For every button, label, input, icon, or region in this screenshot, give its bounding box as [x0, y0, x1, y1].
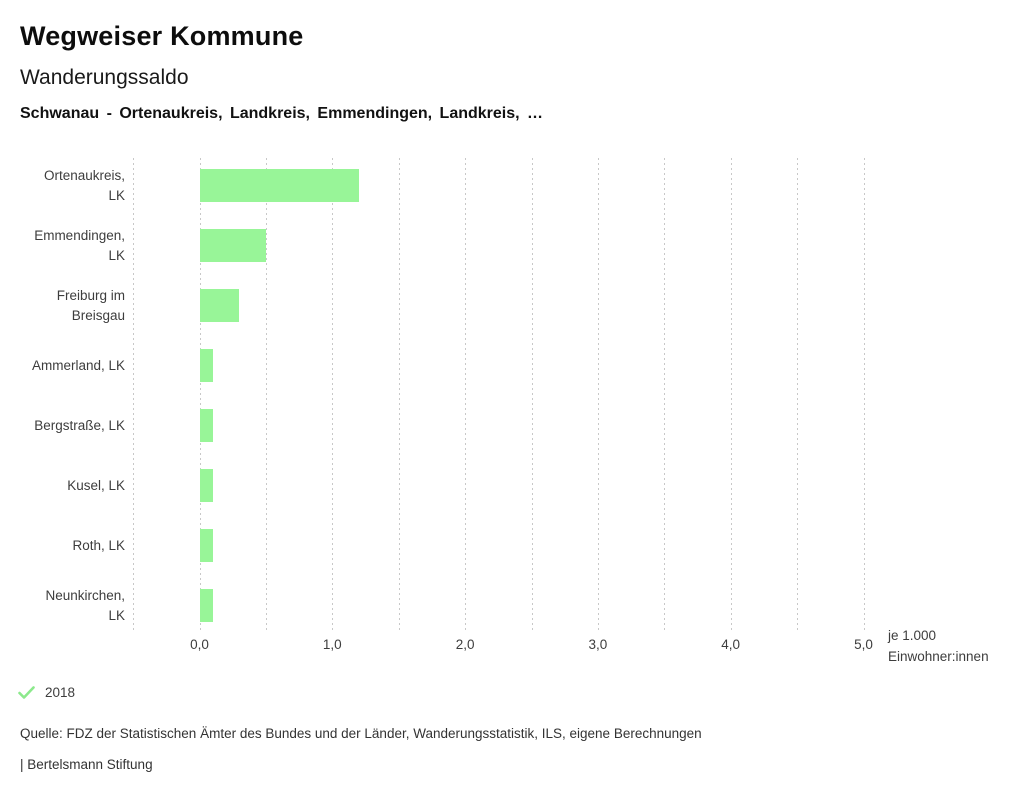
category-label: Ortenaukreis, LK: [43, 167, 125, 203]
gridline: [199, 158, 201, 633]
x-tick-label: 3,0: [588, 637, 608, 652]
bar[interactable]: [199, 229, 266, 262]
x-tick-label: 5,0: [854, 637, 873, 652]
axis-unit-label: je 1.000 Einwohner:innen: [888, 625, 989, 667]
bar[interactable]: [199, 529, 213, 562]
gridline: [797, 158, 799, 633]
gridline: [332, 158, 334, 633]
x-tick-label: 0,0: [190, 637, 209, 652]
bar[interactable]: [199, 469, 213, 502]
category-label: Bergstraße, LK: [34, 417, 125, 433]
app-title: Wegweiser Kommune: [20, 21, 304, 51]
gridline: [133, 158, 135, 633]
gridline: [531, 158, 533, 633]
x-tick-label: 1,0: [322, 637, 342, 652]
bar[interactable]: [199, 349, 213, 382]
x-tick-label: 4,0: [721, 637, 741, 652]
x-tick-label: 2,0: [455, 637, 475, 652]
gridline: [265, 158, 267, 633]
bar[interactable]: [199, 409, 213, 442]
gridline: [398, 158, 400, 633]
category-label: Kusel, LK: [67, 477, 125, 493]
gridline: [597, 158, 599, 633]
category-label: Neunkirchen, LK: [45, 587, 125, 623]
category-label: Ammerland, LK: [31, 357, 125, 373]
bar[interactable]: [199, 289, 240, 322]
axis-unit-label-line2: Einwohner:innen: [888, 649, 989, 664]
source-text: Quelle: FDZ der Statistischen Ämter des …: [20, 726, 702, 741]
chart-subtitle: Schwanau - Ortenaukreis, Landkreis, Emme…: [20, 105, 544, 122]
axis-unit-label-line1: je 1.000: [888, 628, 937, 643]
chart-title: Wanderungssaldo: [20, 66, 189, 89]
category-label: Emmendingen, LK: [34, 227, 125, 263]
gridline: [465, 158, 467, 633]
gridline: [664, 158, 666, 633]
category-label: Roth, LK: [72, 537, 125, 553]
bar[interactable]: [199, 589, 213, 622]
bar[interactable]: [199, 169, 359, 202]
gridline: [863, 158, 865, 633]
legend-item-2018[interactable]: 2018: [18, 685, 75, 700]
category-label: Freiburg im Breisgau: [56, 287, 125, 323]
legend-year-label: 2018: [45, 685, 76, 700]
footer-branding: | Bertelsmann Stiftung: [20, 757, 153, 772]
check-icon: [18, 686, 35, 699]
gridline: [730, 158, 732, 633]
